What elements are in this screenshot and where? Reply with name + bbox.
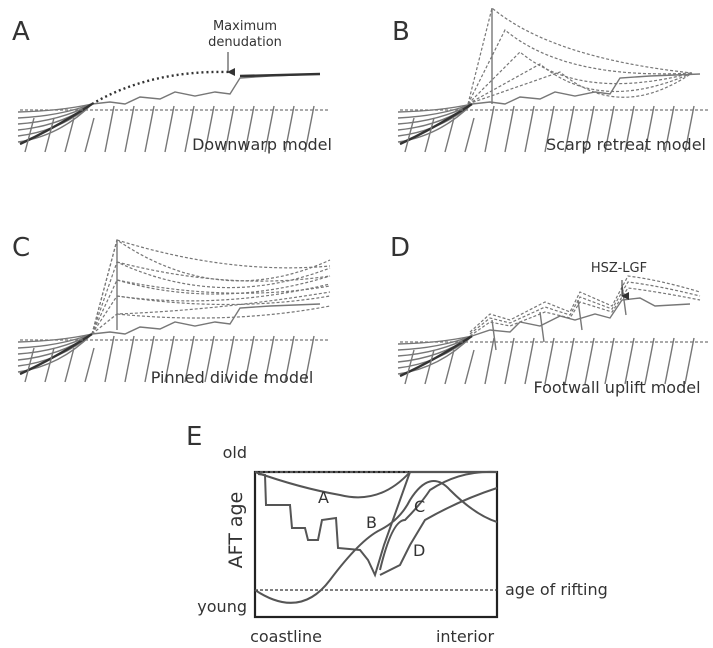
paleo-surface (92, 292, 330, 334)
caption: Downwarp model (192, 135, 332, 154)
fault (505, 338, 514, 384)
curve-label: A (318, 488, 329, 507)
fault (85, 118, 94, 152)
fault (485, 338, 494, 384)
fault (85, 348, 94, 382)
paleo-surface (117, 306, 330, 318)
curve (380, 488, 497, 575)
fault (165, 106, 174, 152)
paleo-surface (470, 288, 700, 336)
fault (525, 106, 534, 152)
reference-label: age of rifting (505, 580, 608, 599)
curve-label: B (366, 513, 377, 532)
fault (485, 106, 494, 152)
caption: Footwall uplift model (533, 378, 700, 397)
paleo-surface (470, 282, 700, 334)
annotation: Maximum (213, 19, 277, 34)
curve-label: D (413, 541, 425, 560)
surface (472, 298, 690, 336)
paleo-surface (92, 240, 330, 334)
curve (255, 481, 497, 603)
fault (125, 106, 134, 152)
figure: A Maximum denudation Downwarp model B Sc… (0, 0, 713, 648)
annotation: HSZ-LGF (591, 261, 647, 276)
caption: Pinned divide model (151, 368, 314, 387)
fault (465, 118, 474, 152)
y-axis-label: AFT age (225, 492, 247, 569)
fault (145, 106, 154, 152)
panel-label: D (390, 233, 410, 263)
fault (465, 350, 474, 384)
panel-label: C (12, 233, 30, 263)
panel-label: E (186, 422, 202, 452)
curve (258, 472, 410, 575)
paleo-surface (117, 240, 330, 268)
layout (18, 8, 710, 617)
curve (380, 472, 497, 570)
fault-scarp (540, 312, 544, 342)
y-bottom: young (197, 597, 247, 616)
fault (105, 106, 114, 152)
fault-scarp (578, 300, 582, 330)
surface (92, 74, 320, 104)
y-top: old (223, 443, 247, 462)
fault (125, 336, 134, 382)
annotation: denudation (208, 35, 282, 50)
panel-label: B (392, 17, 410, 47)
fault (505, 106, 514, 152)
paleo-surface (468, 8, 692, 104)
paleo-surface (468, 52, 692, 104)
paleo-surface (468, 72, 692, 104)
x-right: interior (436, 627, 495, 646)
paleo-surface (92, 284, 330, 334)
paleo-surface (240, 74, 320, 76)
caption: Scarp retreat model (546, 135, 706, 154)
panel-label: A (12, 17, 30, 47)
fault (105, 336, 114, 382)
curve-label: C (414, 497, 425, 516)
x-left: coastline (250, 627, 322, 646)
